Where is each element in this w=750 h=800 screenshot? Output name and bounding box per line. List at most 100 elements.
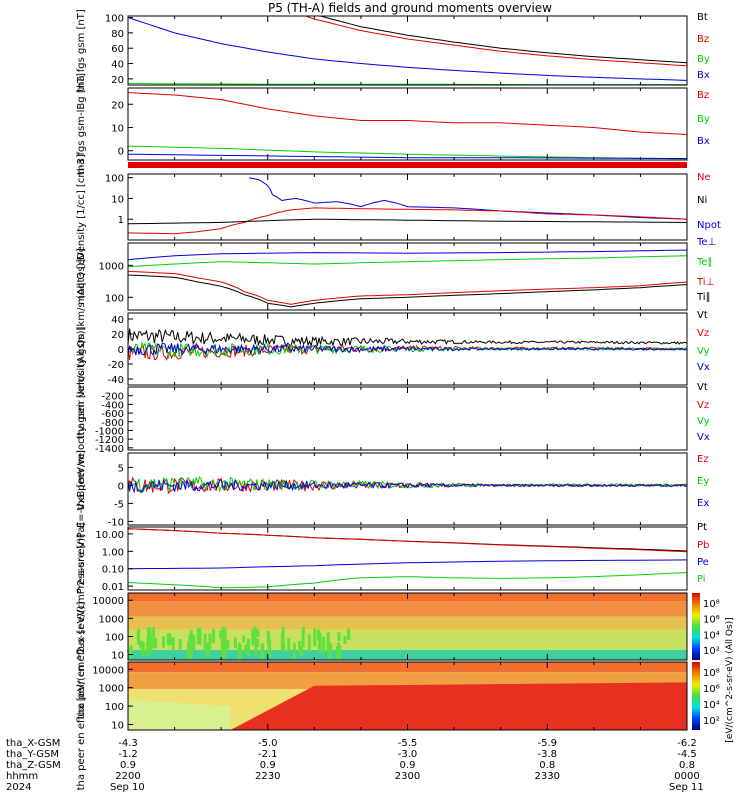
spectrogram-texture (219, 629, 223, 639)
panel-9: 10⁸ 10⁶ 10⁴ 10² 10000 1000 100 10 tha peir en ef… (76, 534, 720, 719)
spectrogram-texture (246, 641, 250, 651)
legend-entry: Vx (697, 432, 710, 443)
y-tick-label: 0.01 (102, 582, 124, 593)
legend-entry: Vx (697, 362, 710, 373)
legend-entry: Vy (697, 346, 710, 357)
spectrogram-texture (244, 644, 248, 653)
panel-lines (128, 476, 687, 494)
panel-6: VtVzVyVx-200-400-600-800-1000-1200-1400t… (76, 327, 710, 511)
colorbar-tick-label: 10⁴ (703, 700, 720, 711)
series-line-bz (304, 16, 687, 67)
spectrogram-texture (139, 640, 143, 649)
spectrogram-texture (336, 645, 340, 659)
x-tick-value: Sep 11 (669, 782, 704, 793)
spectrogram-texture (237, 645, 241, 656)
x-tick-value: -4.5 (677, 749, 697, 760)
spectrogram-texture (266, 630, 270, 646)
x-tick-value: 2230 (255, 771, 280, 782)
spectrogram-texture (171, 636, 175, 651)
spectrogram-texture (221, 626, 225, 639)
spectrogram-texture (224, 639, 228, 650)
spectrogram-texture (337, 632, 341, 642)
y-axis-label: tha fgs gsm-lBg [nT] (76, 73, 87, 175)
legend-entry: Pe (697, 557, 709, 568)
legend-entry: By (697, 54, 710, 65)
x-row-label: tha_Z-GSM (6, 760, 61, 771)
series-line-vx (128, 342, 687, 356)
y-tick-label: 100 (105, 632, 124, 643)
x-tick-value: -3.8 (537, 749, 557, 760)
y-tick-label: 10.00 (95, 530, 124, 541)
spectrogram-texture (208, 633, 212, 650)
x-tick-value: -5.0 (258, 738, 278, 749)
spectrogram-texture (267, 638, 271, 652)
y-tick-label: 1000 (99, 684, 124, 695)
y-tick-label: 60 (111, 44, 124, 55)
y-tick-label: 20 (111, 100, 124, 111)
y-tick-label: -1400 (95, 444, 124, 455)
series-line-vt (128, 328, 687, 348)
panel-frame (127, 386, 688, 451)
x-tick-value: 0.9 (400, 760, 416, 771)
legend-entry: Bz (697, 90, 709, 101)
mode-bar (128, 162, 687, 168)
spectrogram-texture (188, 644, 192, 660)
series-line-ne (128, 207, 687, 235)
y-tick-label: -20 (108, 360, 124, 371)
spectrogram-band (128, 629, 687, 650)
y-tick-label: 1 (118, 215, 124, 226)
y-tick-label: -200 (101, 392, 124, 403)
legend-entry: Vt (697, 382, 708, 393)
legend-entry: Npot (697, 220, 721, 231)
spectrogram-texture (292, 642, 296, 660)
spectrogram-texture (152, 637, 156, 649)
spectrogram-texture (212, 628, 216, 644)
y-tick-label: 20 (111, 75, 124, 86)
y-axis-label: tha peer en eflux [eV/(cm^2-s-sr-eV)] (76, 602, 87, 791)
y-axis-label: tha peir velocity gsm [km/s (All Qs)] (76, 259, 87, 440)
legend-entry: Vz (697, 400, 709, 411)
legend-entry: Bx (697, 70, 710, 81)
spectrogram-texture (129, 645, 133, 658)
series-line-ex (128, 478, 687, 494)
series-line-ti⊥ (128, 270, 687, 305)
colorbar-tick-label: 10⁶ (703, 684, 720, 695)
spectrogram-texture (242, 635, 246, 643)
spectrogram-texture (301, 631, 305, 648)
panel-1: Bt Bz By Bx 100 80 60 40 20 tha fgs gsm [nT] (76, 9, 710, 92)
panel-lines (128, 92, 687, 160)
y-tick-label: 0.10 (102, 565, 124, 576)
series-line-bz (128, 92, 687, 135)
x-tick-value: 2300 (395, 771, 420, 782)
x-tick-value: Sep 10 (110, 782, 145, 793)
spectrogram-texture (256, 629, 260, 637)
plot-title: P5 (TH-A) fields and ground moments over… (268, 1, 552, 15)
series-line-npot (249, 177, 687, 220)
series-line-ey (128, 476, 687, 494)
colorbar: 10⁸ 10⁶ 10⁴ 10² (692, 593, 720, 660)
colorbar-tick-label: 10² (703, 716, 720, 727)
y-axis-label: Pressure [nPa] (76, 523, 87, 595)
spectrogram-texture (287, 637, 291, 652)
y-axis-label: moqt3 [eV] (76, 248, 87, 305)
y-tick-label: -800 (101, 418, 124, 429)
panel-4: Te⊥ Te∥ Ti⊥ Ti∥ 1000 100 moqt3 [eV] (76, 237, 716, 311)
panel-lines (128, 249, 687, 308)
x-tick-value: -3.0 (398, 749, 418, 760)
y-tick-label: 10 (111, 123, 124, 134)
y-tick-label: -40 (108, 375, 124, 386)
spectrogram-texture (203, 633, 207, 654)
spectrogram-texture (146, 626, 150, 642)
y-tick-label: 100 (105, 14, 124, 25)
time-axis: tha_X-GSMtha_Y-GSMtha_Z-GSMhhmm2024-4.3-… (6, 738, 704, 793)
x-tick-value: -4.3 (118, 738, 138, 749)
spectrogram-texture (197, 630, 201, 643)
spectrogram-texture (280, 635, 284, 652)
spectrogram-texture (220, 638, 224, 659)
spectrogram-texture (300, 645, 304, 657)
series-line-bx (128, 17, 687, 81)
y-tick-label: -1000 (95, 426, 124, 437)
legend-entry: Te⊥ (696, 237, 716, 248)
